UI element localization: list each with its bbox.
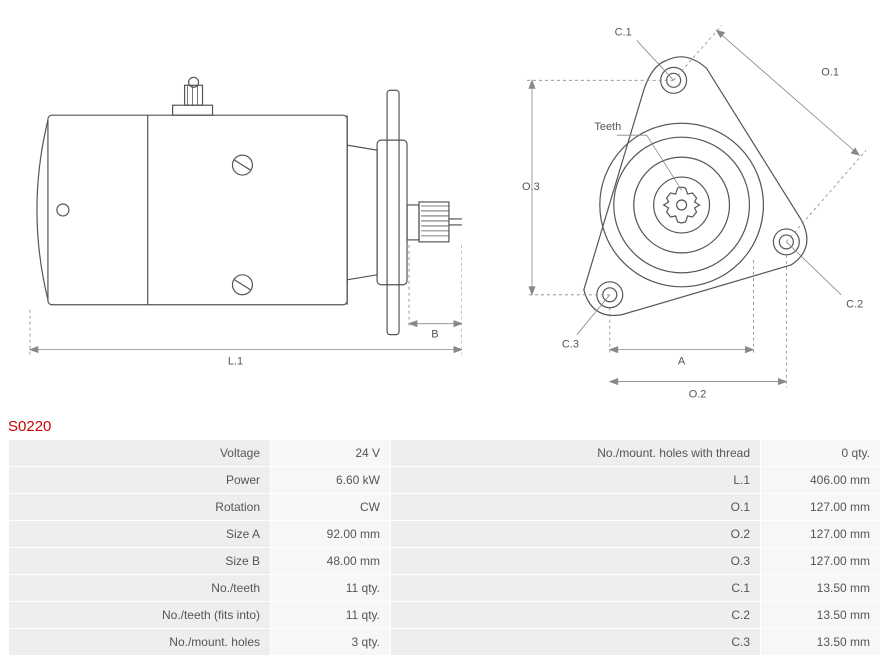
spec-value: 13.50 mm [761,602,881,629]
spec-label: C.3 [391,629,761,656]
spec-row: Size B48.00 mmO.3127.00 mm [9,548,881,575]
dim-label-c3: C.3 [562,339,579,351]
spec-value: 11 qty. [271,602,391,629]
spec-label: O.1 [391,494,761,521]
spec-value: 11 qty. [271,575,391,602]
spec-label: Size A [9,521,271,548]
dim-label-a: A [678,356,686,368]
spec-value: 13.50 mm [761,629,881,656]
spec-value: 127.00 mm [761,494,881,521]
spec-value: 13.50 mm [761,575,881,602]
spec-label: O.3 [391,548,761,575]
dim-label-o3: O.3 [522,181,540,193]
spec-label: Power [9,467,271,494]
spec-label: No./teeth [9,575,271,602]
spec-row: Voltage24 VNo./mount. holes with thread0… [9,440,881,467]
spec-row: Power6.60 kWL.1406.00 mm [9,467,881,494]
dim-label-o2: O.2 [689,389,707,401]
dim-label-b: B [431,329,438,341]
spec-label: C.2 [391,602,761,629]
spec-row: Size A92.00 mmO.2127.00 mm [9,521,881,548]
spec-label: No./teeth (fits into) [9,602,271,629]
spec-label: No./mount. holes with thread [391,440,761,467]
spec-row: No./mount. holes3 qty.C.313.50 mm [9,629,881,656]
dim-label-c2: C.2 [846,299,863,311]
spec-table: Voltage24 VNo./mount. holes with thread0… [8,439,881,656]
dim-label-o1: O.1 [821,66,839,78]
spec-value: 127.00 mm [761,548,881,575]
spec-value: 0 qty. [761,440,881,467]
spec-value: 48.00 mm [271,548,391,575]
dim-label-teeth: Teeth [594,121,621,133]
spec-label: Size B [9,548,271,575]
spec-row: RotationCWO.1127.00 mm [9,494,881,521]
spec-label: L.1 [391,467,761,494]
front-view-drawing: C.1 C.2 C.3 Teeth O.1 [522,10,881,410]
spec-label: Rotation [9,494,271,521]
spec-label: No./mount. holes [9,629,271,656]
spec-value: 6.60 kW [271,467,391,494]
spec-row: No./teeth11 qty.C.113.50 mm [9,575,881,602]
spec-value: 24 V [271,440,391,467]
spec-row: No./teeth (fits into)11 qty.C.213.50 mm [9,602,881,629]
spec-value: 127.00 mm [761,521,881,548]
diagram-area: L.1 B [8,10,881,410]
dim-label-l1: L.1 [228,356,243,368]
spec-label: C.1 [391,575,761,602]
spec-value: 92.00 mm [271,521,391,548]
side-view-drawing: L.1 B [18,10,462,375]
spec-value: 3 qty. [271,629,391,656]
spec-value: 406.00 mm [761,467,881,494]
dim-label-c1: C.1 [615,26,632,38]
spec-label: Voltage [9,440,271,467]
spec-value: CW [271,494,391,521]
spec-label: O.2 [391,521,761,548]
product-code: S0220 [8,418,881,435]
